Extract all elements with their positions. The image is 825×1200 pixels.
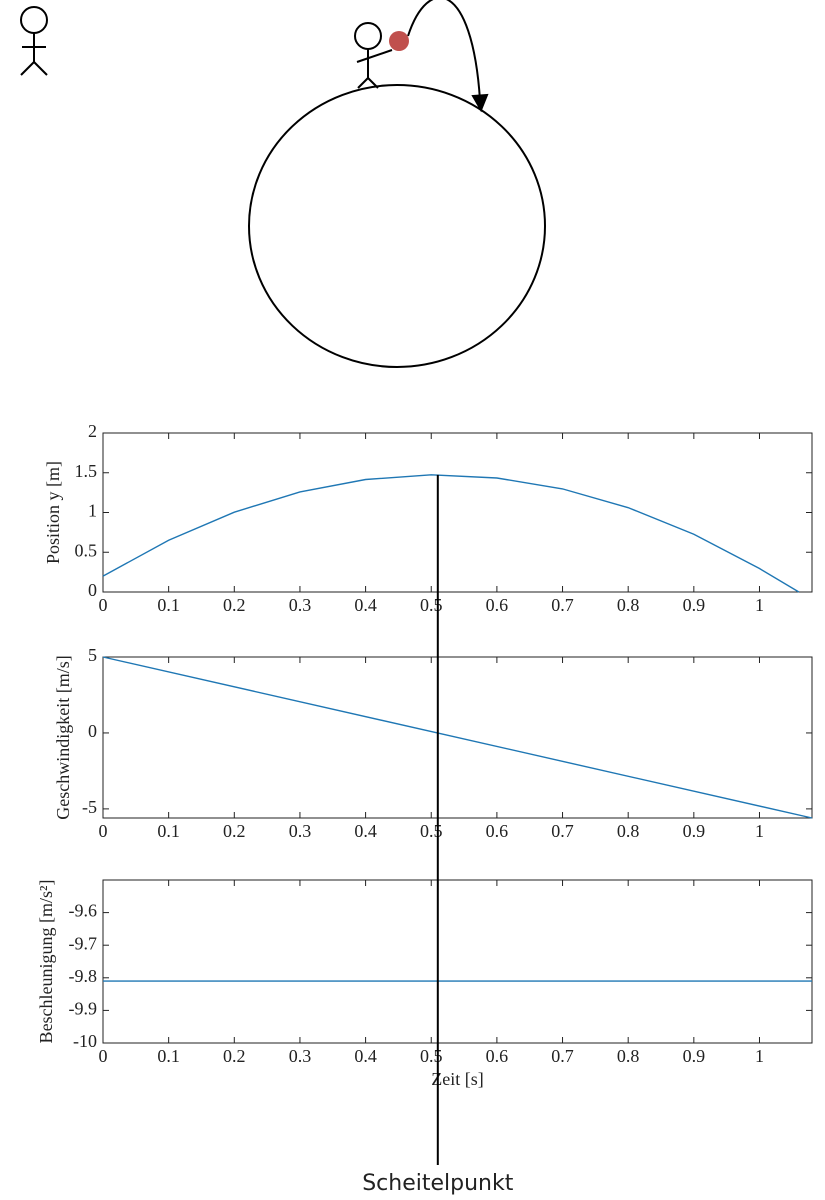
x-tick-label: 0.4: [354, 1046, 377, 1066]
x-tick-label: 0.3: [289, 1046, 312, 1066]
arrowhead: [471, 93, 489, 113]
x-tick-label: 0.5: [420, 821, 443, 841]
y-tick-label: 2: [88, 421, 97, 441]
y-tick-label: -5: [82, 797, 97, 817]
stick-figure-left: [20, 6, 48, 76]
axes-box: [102, 432, 813, 593]
y-tick-label: 0: [88, 580, 97, 600]
x-tick-label: 0.7: [551, 1046, 574, 1066]
x-tick-label: 0.8: [617, 595, 640, 615]
x-tick-label: 1: [755, 595, 764, 615]
x-tick-label: 0.5: [420, 595, 443, 615]
x-tick-label: 0.8: [617, 1046, 640, 1066]
apex-label: Scheitelpunkt: [362, 1171, 514, 1196]
x-tick-label: 0.2: [223, 595, 246, 615]
axes-box: [102, 879, 813, 1044]
x-tick-label: 0: [99, 1046, 108, 1066]
x-tick-label: 0.6: [486, 1046, 509, 1066]
y-tick-label: 1: [88, 501, 97, 521]
axes-box: [102, 656, 813, 819]
x-tick-label: 1: [755, 821, 764, 841]
x-tick-label: 0.6: [486, 595, 509, 615]
y-axis-label: Beschleunigung [m/s²]: [36, 880, 56, 1044]
x-tick-label: 0.3: [289, 821, 312, 841]
x-tick-label: 0.9: [683, 1046, 706, 1066]
y-tick-label: -9.9: [69, 999, 98, 1019]
x-tick-label: 0.3: [289, 595, 312, 615]
y-axis-label: Position y [m]: [43, 461, 63, 564]
y-tick-label: 0.5: [75, 540, 98, 560]
x-tick-label: 0.1: [157, 1046, 180, 1066]
x-tick-label: 0: [99, 821, 108, 841]
throw-arc: [407, 0, 481, 101]
x-tick-label: 0.8: [617, 821, 640, 841]
y-tick-label: -9.7: [69, 933, 98, 953]
y-tick-label: 5: [88, 645, 97, 665]
planet: [248, 84, 546, 368]
x-tick-label: 0.9: [683, 595, 706, 615]
stick-figure-thrower: [354, 22, 393, 89]
y-tick-label: 1.5: [75, 461, 98, 481]
x-tick-label: 0.6: [486, 821, 509, 841]
x-tick-label: 0.1: [157, 595, 180, 615]
x-tick-label: 0.5: [420, 1046, 443, 1066]
y-tick-label: -10: [73, 1031, 97, 1051]
x-tick-label: 0.7: [551, 595, 574, 615]
x-tick-label: 0.7: [551, 821, 574, 841]
x-tick-label: 1: [755, 1046, 764, 1066]
x-tick-label: 0.2: [223, 821, 246, 841]
x-tick-label: 0.4: [354, 821, 377, 841]
y-tick-label: -9.8: [69, 966, 98, 986]
y-axis-label: Geschwindigkeit [m/s]: [53, 655, 73, 819]
y-tick-label: -9.6: [69, 901, 98, 921]
x-tick-label: 0: [99, 595, 108, 615]
x-axis-label: Zeit [s]: [431, 1069, 483, 1089]
x-tick-label: 0.1: [157, 821, 180, 841]
ball: [389, 31, 409, 51]
scene-drawing: [20, 0, 546, 368]
x-tick-label: 0.4: [354, 595, 377, 615]
data-line: [102, 474, 800, 593]
y-tick-label: 0: [88, 721, 97, 741]
x-tick-label: 0.9: [683, 821, 706, 841]
x-tick-label: 0.2: [223, 1046, 246, 1066]
data-line: [102, 656, 813, 819]
